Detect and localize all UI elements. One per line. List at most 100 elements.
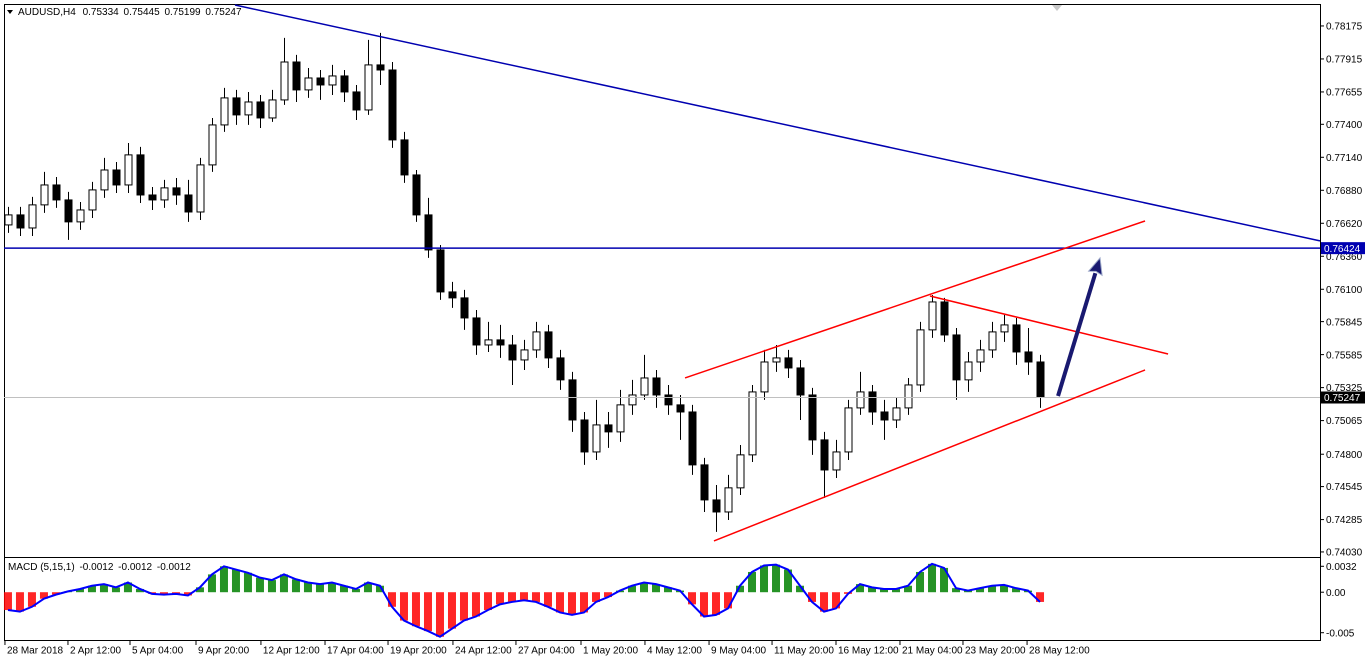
candle-body xyxy=(760,361,769,393)
candle-body xyxy=(208,124,217,166)
trend-line xyxy=(713,369,1146,542)
y-tick-label: 0.74285 xyxy=(1326,515,1363,526)
y-tick-label: 0.74545 xyxy=(1326,482,1363,493)
x-tick-label: 4 May 12:00 xyxy=(647,646,702,657)
x-tick-label: 1 May 20:00 xyxy=(583,646,638,657)
macd-title: MACD (5,15,1) xyxy=(8,562,75,573)
candle-body xyxy=(436,249,445,293)
trend-line xyxy=(684,220,1146,379)
candle-body xyxy=(700,464,709,501)
macd-bar xyxy=(832,592,841,609)
macd-bar xyxy=(940,567,949,593)
macd-bar xyxy=(664,587,673,593)
macd-bar xyxy=(904,585,913,593)
last-price-label: 0.75247 xyxy=(1324,393,1361,404)
candle-body xyxy=(952,334,961,381)
x-tick-label: 23 May 20:00 xyxy=(965,646,1026,657)
macd-bar xyxy=(255,577,264,593)
macd-bar xyxy=(639,582,648,593)
candle-body xyxy=(340,75,349,93)
macd-bar xyxy=(796,585,805,593)
arrow-shaft xyxy=(1056,272,1098,397)
macd-bar xyxy=(856,584,865,593)
candle-body xyxy=(112,169,121,186)
macd-bar xyxy=(267,580,276,593)
macd-bar xyxy=(315,584,324,593)
macd-bar xyxy=(591,592,600,602)
candle-body xyxy=(508,344,517,361)
macd-bar xyxy=(712,592,721,615)
macd-bar xyxy=(15,592,24,612)
candle-body xyxy=(400,139,409,176)
candle-body xyxy=(712,499,721,513)
candle-body xyxy=(316,77,325,86)
candle-body xyxy=(520,349,529,361)
candle-body xyxy=(460,297,469,319)
x-tick-label: 19 Apr 20:00 xyxy=(390,646,447,657)
y-tick-label: 0.75845 xyxy=(1326,317,1363,328)
candle-body xyxy=(676,404,685,413)
candle-body xyxy=(868,391,877,413)
candle-body xyxy=(40,184,49,206)
x-tick-label: 5 Apr 04:00 xyxy=(132,646,184,657)
candle-body xyxy=(304,77,313,91)
macd-line xyxy=(7,562,1041,638)
candle-body xyxy=(364,64,373,111)
candle-body xyxy=(820,439,829,471)
candle-body xyxy=(64,199,73,223)
candle-body xyxy=(940,301,949,336)
candle-body xyxy=(28,204,37,229)
candle-body xyxy=(688,411,697,466)
x-tick-label: 9 Apr 20:00 xyxy=(198,646,250,657)
macd-bar xyxy=(3,592,12,611)
macd-value: -0.0012 xyxy=(79,562,113,573)
candle-body xyxy=(748,391,757,456)
macd-bar xyxy=(279,574,288,593)
candle-body xyxy=(988,331,997,351)
macd-bar xyxy=(351,588,360,593)
candle-body xyxy=(472,317,481,346)
trend-line xyxy=(929,295,1169,355)
macd-bar xyxy=(507,592,516,602)
x-tick-label: 28 Mar 2018 xyxy=(7,646,64,657)
macd-bar xyxy=(243,572,252,593)
menu-triangle[interactable] xyxy=(7,10,13,14)
y-tick-label: 0.77655 xyxy=(1326,88,1363,99)
y-tick-label: 0.00 xyxy=(1326,588,1346,599)
y-tick-label: -0.005 xyxy=(1326,628,1355,639)
macd-bar xyxy=(748,571,757,593)
candle-body xyxy=(1012,324,1021,353)
y-tick-label: 0.76360 xyxy=(1326,252,1363,263)
candle-body xyxy=(484,339,493,346)
macd-bar xyxy=(483,592,492,611)
close: 0.75247 xyxy=(205,7,242,18)
macd-bar xyxy=(567,592,576,615)
macd-bar xyxy=(1012,588,1021,593)
macd-value: -0.0012 xyxy=(118,562,152,573)
macd-bar xyxy=(651,584,660,593)
macd-bar xyxy=(579,592,588,613)
macd-bar xyxy=(207,574,216,593)
candle-body xyxy=(616,404,625,433)
candle-body xyxy=(388,69,397,141)
candle-body xyxy=(904,384,913,409)
macd-bar xyxy=(603,592,612,598)
y-tick-label: 0.76100 xyxy=(1326,285,1363,296)
candle-body xyxy=(124,154,133,186)
y-tick-label: 0.75325 xyxy=(1326,383,1363,394)
x-tick-label: 24 Apr 12:00 xyxy=(455,646,512,657)
macd-bar xyxy=(75,588,84,593)
frame xyxy=(4,4,1321,641)
macd-bar xyxy=(423,592,432,632)
macd-bar xyxy=(327,582,336,593)
candle-body xyxy=(808,394,817,441)
candle-body xyxy=(268,99,277,119)
y-tick-label: 0.77140 xyxy=(1326,153,1363,164)
macd-bar xyxy=(772,564,781,593)
macd-bar xyxy=(988,585,997,593)
macd-bar xyxy=(183,592,192,596)
macd-bar xyxy=(291,579,300,593)
last-price-box xyxy=(1321,391,1365,404)
trend-line xyxy=(234,4,1321,242)
